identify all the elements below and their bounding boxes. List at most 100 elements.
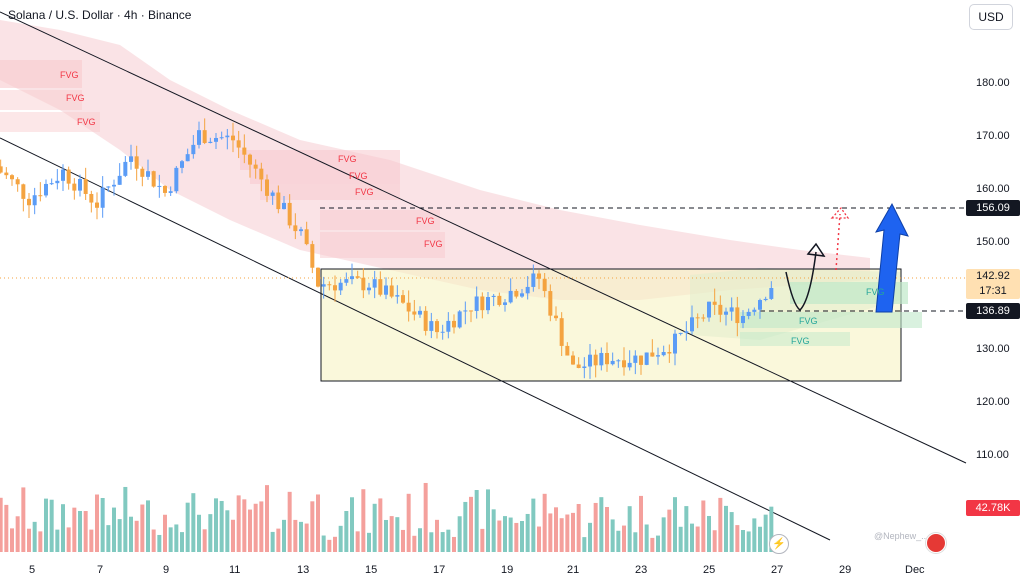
candle-body (667, 351, 672, 354)
volume-bar (310, 501, 315, 552)
candle-body (622, 360, 626, 368)
candle-body (236, 140, 241, 148)
volume-bar (763, 514, 768, 552)
volume-bar (151, 529, 156, 552)
volume-bar (316, 494, 320, 552)
candle-body (712, 301, 717, 305)
candle-body (123, 161, 128, 176)
candle-body (214, 137, 218, 142)
candle-body (333, 285, 337, 291)
volume-bar (180, 532, 184, 552)
candle-body (429, 321, 434, 331)
projection-curve-black[interactable] (785, 251, 817, 311)
volume-badge: 42.78K (966, 500, 1020, 516)
price-axis[interactable]: 180.00 170.00 160.00 150.00 130.00 120.0… (976, 77, 1010, 461)
candle-body (474, 296, 479, 311)
volume-bar (265, 485, 269, 552)
volume-bar (248, 509, 252, 552)
candle-body (208, 141, 213, 143)
time-tick-label: 19 (501, 564, 513, 576)
candle-body (503, 302, 507, 305)
candle-body (520, 293, 524, 297)
candle-body (146, 171, 150, 177)
volume-bar (293, 519, 298, 552)
fvg-label: FVG (791, 336, 810, 346)
candle-body (480, 296, 485, 311)
lightning-icon[interactable]: ⚡ (769, 534, 789, 554)
candle-body (469, 310, 473, 312)
volume-bar (639, 495, 643, 552)
price-tick-label: 110.00 (976, 449, 1009, 461)
volume-bar (486, 489, 490, 552)
volume-bar (429, 532, 434, 552)
volume-bar (185, 502, 190, 552)
volume-bar (112, 507, 116, 552)
candle-body (610, 360, 615, 365)
volume-bar (418, 528, 422, 552)
candle-body (508, 290, 513, 303)
candle-body (576, 364, 581, 369)
candle-body (729, 307, 734, 312)
candle-body (486, 296, 490, 311)
candle-body (321, 284, 326, 287)
volume-bar (214, 498, 218, 552)
time-tick-label: 9 (163, 564, 169, 576)
volume-bar (582, 537, 587, 552)
candle-body (605, 352, 609, 365)
volume-bar (197, 514, 201, 552)
fvg-label: FVG (866, 287, 885, 297)
volume-bar (661, 517, 666, 552)
candle-body (463, 310, 468, 312)
projection-curve-red-dotted[interactable] (835, 213, 841, 271)
volume-bar (599, 497, 604, 552)
volume-bar (38, 531, 43, 552)
channel-lower-line[interactable] (0, 137, 831, 541)
candle-body (4, 172, 9, 176)
volume-bar (452, 536, 456, 552)
volume-bar (588, 522, 592, 552)
candle-body (0, 166, 3, 173)
candle-body (61, 169, 65, 181)
volume-bar (656, 535, 660, 552)
price-tick-label: 180.00 (976, 77, 1010, 89)
time-tick-label: 13 (297, 564, 309, 576)
current-price-value: 142.92 (976, 270, 1010, 282)
candle-body (140, 168, 145, 177)
candle-body (695, 317, 700, 319)
candle-body (593, 354, 598, 366)
candle-body (684, 331, 689, 333)
candle-body (446, 320, 451, 332)
volume-bar (202, 529, 207, 552)
volume-bar (525, 513, 530, 552)
time-axis[interactable]: 5 7 9 11 13 15 17 19 21 23 25 27 29 Dec (29, 564, 925, 576)
candle-body (537, 273, 541, 279)
currency-button[interactable]: USD (969, 4, 1013, 30)
candle-body (151, 171, 156, 187)
fvg-label: FVG (424, 239, 443, 249)
candle-body (661, 351, 666, 356)
volume-bar (55, 529, 60, 552)
candle-body (599, 352, 604, 366)
volume-bar (554, 507, 558, 552)
candle-body (548, 291, 553, 316)
candle-body (707, 301, 711, 318)
channel-upper-line[interactable] (0, 11, 967, 464)
volume-bar (367, 532, 371, 552)
candle-body (89, 193, 94, 203)
time-tick-label: Dec (905, 564, 925, 576)
candle-body (27, 198, 31, 206)
candle-body (644, 352, 649, 365)
candle-body (117, 175, 122, 185)
price-tick-label: 130.00 (976, 343, 1010, 355)
candle-body (746, 311, 751, 316)
candle-body (72, 183, 77, 191)
volume-bar (100, 497, 105, 552)
volume-bar (503, 516, 507, 552)
target-price-badge: 156.09 (966, 200, 1020, 216)
candle-body (452, 320, 456, 328)
volume-bar (446, 529, 451, 552)
target-arrow-blue[interactable] (874, 202, 909, 313)
candle-body (741, 315, 745, 324)
candle-body (497, 295, 502, 305)
